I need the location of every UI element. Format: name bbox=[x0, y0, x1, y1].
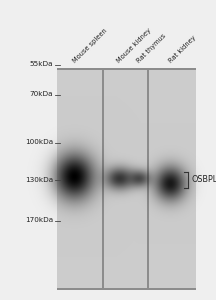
Text: 55kDa: 55kDa bbox=[30, 61, 53, 68]
Text: Rat kidney: Rat kidney bbox=[168, 34, 197, 64]
Text: OSBPL8: OSBPL8 bbox=[192, 176, 216, 184]
Text: Rat thymus: Rat thymus bbox=[136, 33, 167, 64]
Text: 170kDa: 170kDa bbox=[25, 218, 53, 224]
Text: 70kDa: 70kDa bbox=[30, 92, 53, 98]
Text: 100kDa: 100kDa bbox=[25, 140, 53, 146]
Text: Mouse spleen: Mouse spleen bbox=[72, 27, 108, 64]
Text: 130kDa: 130kDa bbox=[25, 177, 53, 183]
Text: Mouse kidney: Mouse kidney bbox=[116, 27, 152, 64]
